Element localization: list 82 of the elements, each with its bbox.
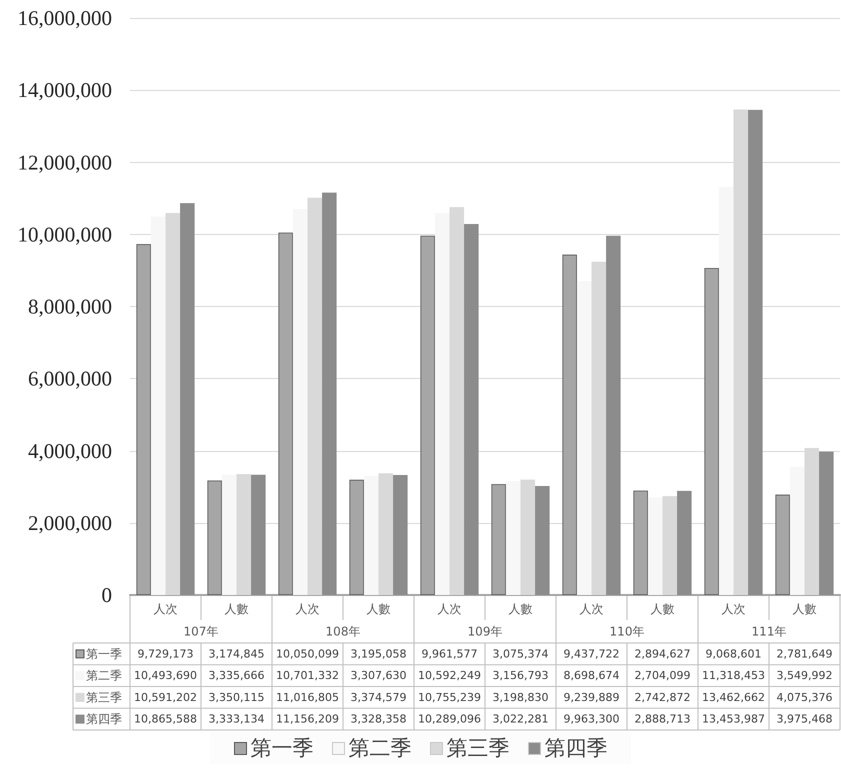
data-label: 13,462,662 — [702, 690, 765, 704]
text: 第三季 — [446, 736, 510, 760]
data-label: 10,865,588 — [134, 712, 197, 726]
bar — [322, 192, 337, 595]
x-tick-label: 人次 — [296, 602, 320, 616]
data-label: 3,022,281 — [492, 712, 548, 726]
legend-label: 第四季 — [86, 712, 122, 726]
x-tick-label: 人數 — [224, 602, 248, 616]
y-tick-label: 12,000,000 — [18, 150, 112, 174]
data-label: 9,963,300 — [564, 712, 620, 726]
text: 107年 — [184, 624, 218, 638]
text: 109年 — [468, 624, 502, 638]
y-tick-label: 2,000,000 — [28, 510, 112, 535]
x-tick-label: 人次 — [438, 602, 462, 616]
data-label: 9,729,173 — [138, 647, 194, 660]
data-label: 2,742,872 — [634, 690, 690, 704]
data-label: 3,195,058 — [350, 647, 406, 660]
x-tick-label: 人次 — [580, 602, 604, 616]
x-tick-label: 人數 — [792, 602, 816, 616]
data-label: 3,374,579 — [350, 690, 406, 704]
legend-label: 第三季 — [86, 690, 122, 704]
x-tick-label: 人次 — [154, 602, 178, 616]
text: 第一季 — [250, 736, 314, 760]
text: 111年 — [752, 624, 786, 638]
data-label: 10,701,332 — [276, 669, 339, 682]
y-tick-label: 10,000,000 — [18, 222, 112, 246]
data-label: 3,198,830 — [492, 690, 548, 704]
legend-label: 第一季 — [86, 646, 122, 661]
x-tick-label: 人數 — [508, 602, 532, 616]
data-label: 3,350,115 — [208, 690, 264, 704]
data-label: 3,333,134 — [208, 712, 264, 726]
y-tick-label: 16,000,000 — [18, 6, 112, 30]
data-label: 2,894,627 — [634, 647, 690, 660]
text: 第四季 — [544, 736, 608, 760]
data-label: 3,174,845 — [208, 647, 264, 660]
bar — [606, 236, 621, 595]
data-label: 10,591,202 — [134, 690, 197, 704]
data-label: 3,075,374 — [492, 647, 548, 660]
bar — [748, 110, 763, 595]
bar — [251, 474, 266, 595]
data-label: 10,755,239 — [418, 690, 481, 704]
x-tick-label: 人數 — [650, 602, 674, 616]
bar — [535, 486, 550, 595]
y-tick-label: 6,000,000 — [28, 366, 112, 391]
data-label: 3,975,468 — [776, 712, 832, 726]
data-label: 2,888,713 — [634, 712, 690, 726]
data-label: 11,156,209 — [276, 712, 339, 726]
bar — [677, 490, 692, 595]
data-label: 9,961,577 — [422, 647, 478, 660]
bar — [180, 203, 195, 595]
legend-label: 第二季 — [86, 668, 122, 683]
data-label: 2,704,099 — [634, 669, 690, 682]
data-label: 3,549,992 — [776, 669, 832, 682]
data-label: 3,307,630 — [350, 669, 406, 682]
data-label: 11,318,453 — [702, 669, 765, 682]
data-label: 13,453,987 — [702, 712, 765, 726]
x-tick-label: 人數 — [366, 602, 390, 616]
data-label: 2,781,649 — [776, 647, 832, 660]
bar — [464, 224, 479, 595]
data-label: 3,328,358 — [350, 712, 406, 726]
data-label: 3,335,666 — [208, 669, 264, 682]
bar — [393, 474, 408, 595]
y-tick-label: 8,000,000 — [28, 294, 112, 318]
data-label: 11,016,805 — [276, 690, 339, 704]
data-label: 10,289,096 — [418, 712, 481, 726]
x-tick-label: 人次 — [722, 602, 746, 616]
data-label: 4,075,376 — [776, 690, 832, 704]
y-tick-label: 0 — [102, 583, 112, 607]
data-label: 9,239,889 — [564, 690, 620, 704]
data-label: 9,437,722 — [564, 647, 620, 660]
y-tick-label: 4,000,000 — [28, 438, 112, 463]
y-tick-label: 14,000,000 — [18, 78, 112, 102]
text: 第二季 — [348, 736, 412, 760]
text: 108年 — [326, 624, 360, 638]
data-label: 10,493,690 — [134, 669, 197, 682]
bar — [819, 452, 834, 595]
text: 110年 — [610, 624, 644, 638]
data-label: 10,050,099 — [276, 647, 339, 660]
data-label: 8,698,674 — [564, 669, 620, 682]
data-label: 9,068,601 — [706, 647, 762, 660]
data-label: 10,592,249 — [418, 669, 481, 682]
data-label: 3,156,793 — [492, 669, 548, 682]
